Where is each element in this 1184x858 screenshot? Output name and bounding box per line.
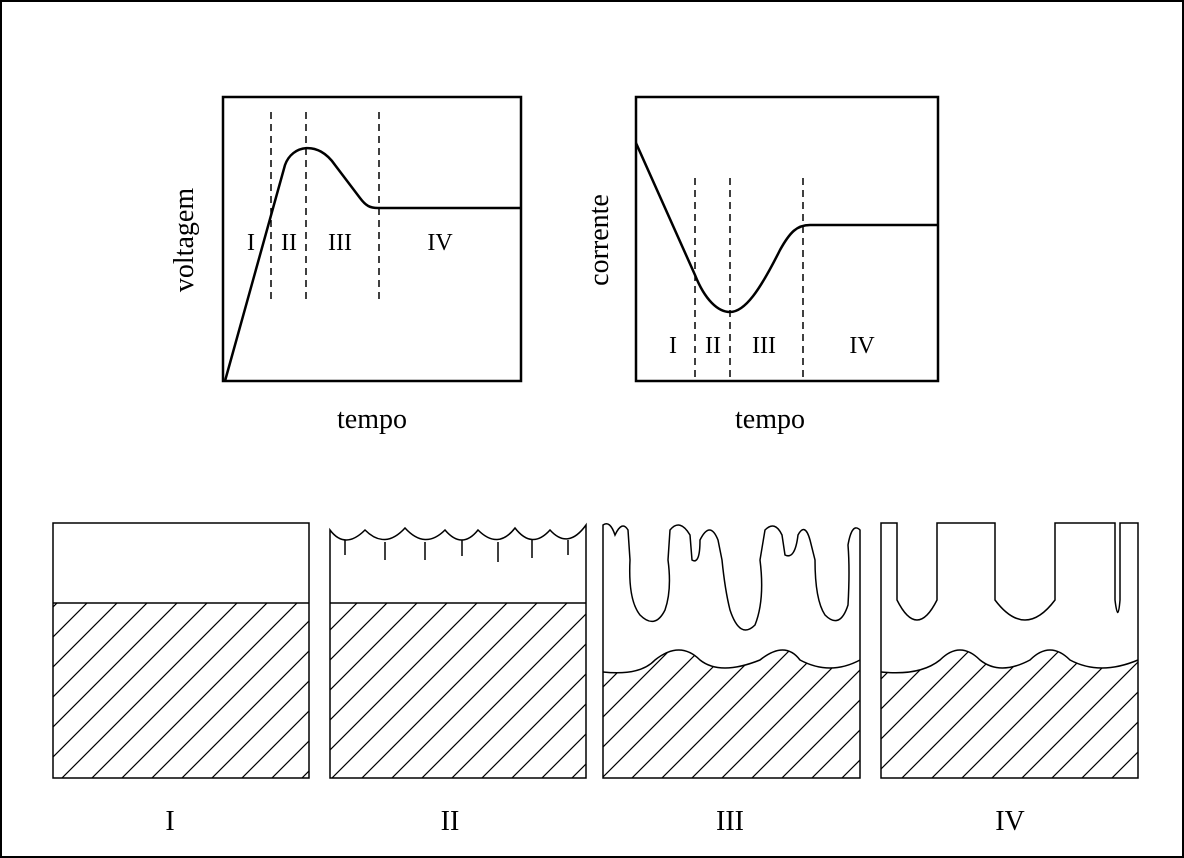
substrate bbox=[330, 603, 586, 778]
interface bbox=[880, 649, 1139, 674]
panel-stage-4 bbox=[880, 522, 1139, 779]
panel-label: III bbox=[716, 806, 744, 837]
stage-label: III bbox=[752, 333, 776, 359]
plot-box bbox=[634, 95, 940, 383]
panel-outline bbox=[602, 523, 861, 779]
panel-stage-1 bbox=[52, 522, 310, 779]
stage-label: I bbox=[669, 333, 677, 359]
x-axis-label: tempo bbox=[337, 404, 407, 435]
interface bbox=[602, 649, 861, 674]
voltage-curve bbox=[223, 146, 521, 382]
stage-label: II bbox=[705, 333, 721, 359]
voltage-plot: voltagem tempo I II III IV bbox=[169, 95, 523, 435]
stage-label: I bbox=[247, 230, 255, 256]
panel-outline bbox=[880, 522, 1139, 779]
panel-outline bbox=[329, 522, 587, 779]
y-axis-label: corrente bbox=[584, 194, 615, 286]
current-plot: corrente tempo I II III IV bbox=[584, 95, 940, 435]
panel-label: I bbox=[165, 806, 174, 837]
panel-stage-3 bbox=[602, 523, 861, 779]
plot-box bbox=[221, 95, 523, 383]
substrate bbox=[881, 650, 1138, 778]
pore-nuclei bbox=[344, 540, 569, 562]
stage-label: II bbox=[281, 230, 297, 256]
x-axis-label: tempo bbox=[735, 404, 805, 435]
panel-label: II bbox=[441, 806, 460, 837]
substrate bbox=[53, 603, 309, 778]
stage-label: III bbox=[328, 230, 352, 256]
panel-label: IV bbox=[995, 806, 1025, 837]
y-axis-label: voltagem bbox=[169, 188, 200, 292]
panel-stage-2 bbox=[329, 522, 587, 779]
stage-label: IV bbox=[427, 230, 453, 256]
stage-label: IV bbox=[849, 333, 875, 359]
current-curve bbox=[634, 142, 938, 314]
substrate bbox=[603, 650, 860, 778]
panel-box bbox=[52, 522, 310, 779]
